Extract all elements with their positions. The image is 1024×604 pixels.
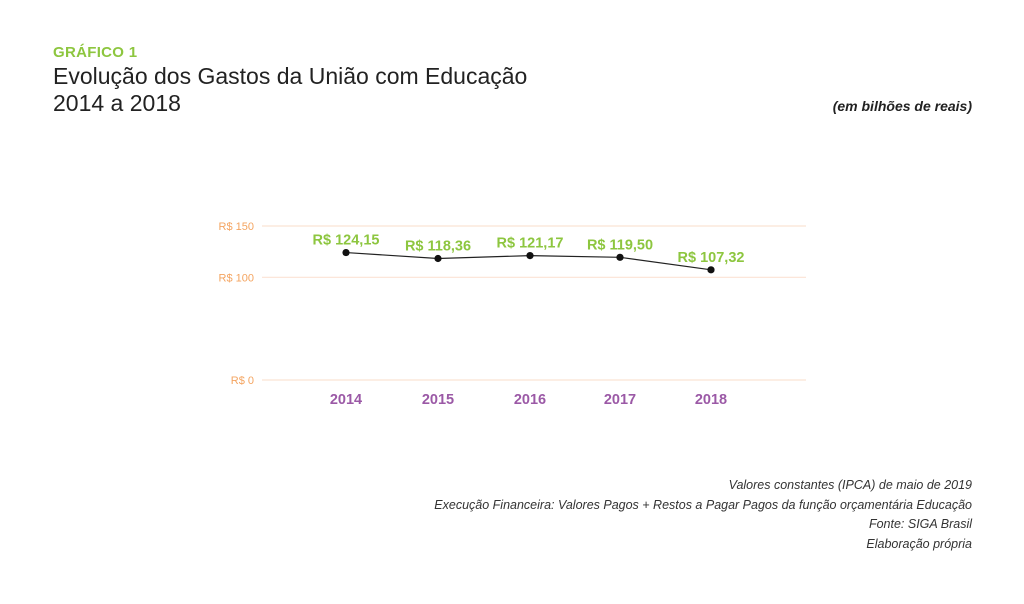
data-point (616, 253, 624, 261)
title-line-1: Evolução dos Gastos da União com Educaçã… (53, 63, 528, 89)
footnote-ipca: Valores constantes (IPCA) de maio de 201… (728, 478, 972, 492)
data-point (526, 251, 534, 260)
data-point (434, 254, 442, 263)
footnotes: Valores constantes (IPCA) de maio de 201… (434, 476, 972, 554)
x-category-label: 2016 (514, 392, 546, 408)
y-tick-label: R$ 100 (219, 272, 254, 284)
footnote-fonte: Fonte: SIGA Brasil (868, 517, 972, 531)
data-label: R$ 121,17 (497, 236, 564, 252)
y-tick-label: R$ 0 (231, 375, 254, 387)
data-label: R$ 119,50 (587, 237, 653, 253)
data-point (342, 248, 350, 257)
data-label: R$ 118,36 (405, 238, 471, 254)
data-point (707, 266, 715, 274)
chart-label: GRÁFICO 1 (53, 44, 138, 61)
units-label: (em bilhões de reais) (832, 98, 972, 114)
x-category-label: 2014 (330, 392, 362, 408)
y-tick-label: R$ 150 (219, 221, 254, 233)
data-label: R$ 107,32 (678, 250, 745, 266)
title-line-2: 2014 a 2018 (53, 90, 181, 116)
x-category-label: 2018 (695, 392, 727, 408)
x-category-label: 2015 (422, 392, 454, 408)
x-category-label: 2017 (604, 392, 636, 408)
footnote-execucao: Execução Financeira: Valores Pagos + Res… (434, 497, 972, 512)
footnote-elaboracao: Elaboração própria (866, 536, 972, 551)
data-label: R$ 124,15 (313, 233, 380, 249)
chart-title: Evolução dos Gastos da União com Educaçã… (53, 63, 527, 117)
